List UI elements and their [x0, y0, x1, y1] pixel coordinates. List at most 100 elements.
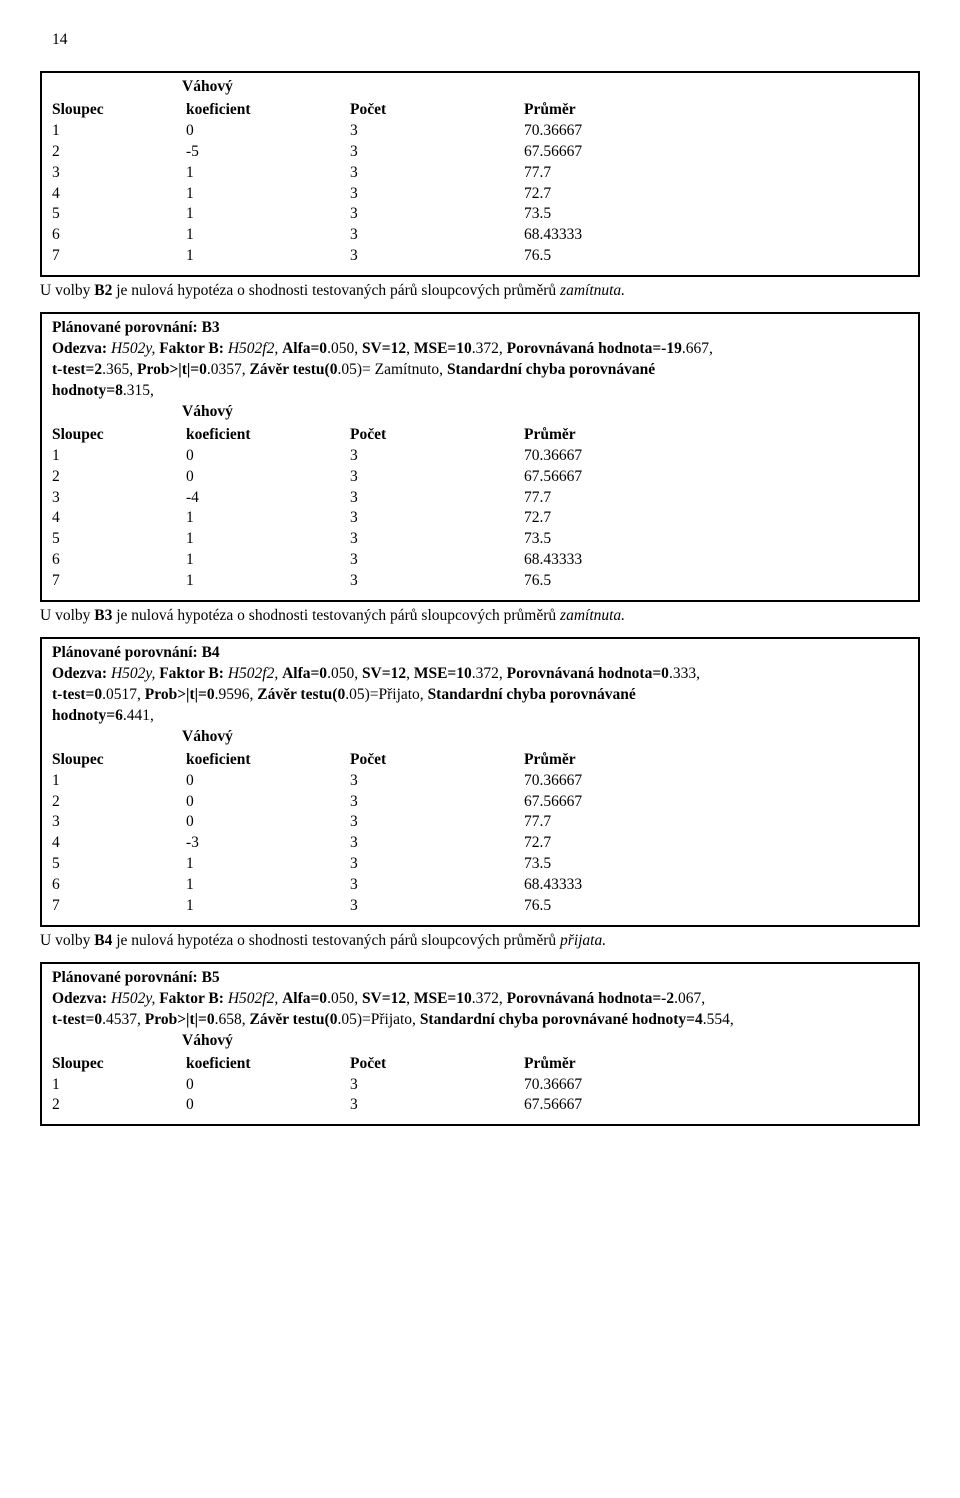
cell: 5: [52, 529, 186, 550]
table-4: Sloupec koeficient Počet Průměr 10370.36…: [52, 750, 586, 917]
cell: 67.56667: [524, 1095, 586, 1116]
cell: 3: [350, 184, 524, 205]
cell: 76.5: [524, 896, 586, 917]
table-row: 71376.5: [52, 571, 586, 592]
table-row: 61368.43333: [52, 875, 586, 896]
cell: 70.36667: [524, 446, 586, 467]
th-koef: koeficient: [186, 750, 350, 771]
cell: 1: [186, 225, 350, 246]
cell: 68.43333: [524, 550, 586, 571]
cell: 0: [186, 1075, 350, 1096]
cell: 1: [186, 246, 350, 267]
cell: 3: [350, 121, 524, 142]
cell: 0: [186, 121, 350, 142]
table-row: 30377.7: [52, 812, 586, 833]
cell: 2: [52, 467, 186, 488]
vahovy-label: Váhový: [52, 402, 908, 423]
cell: 1: [52, 1075, 186, 1096]
cell: 1: [186, 184, 350, 205]
cell: -5: [186, 142, 350, 163]
b4-line4: hodnoty=6.441,: [52, 706, 908, 727]
th-pocet: Počet: [350, 425, 524, 446]
cell: 0: [186, 1095, 350, 1116]
cell: 3: [350, 1075, 524, 1096]
th-sloupec: Sloupec: [52, 750, 186, 771]
table-row: 31377.7: [52, 163, 586, 184]
table-5: Sloupec koeficient Počet Průměr 10370.36…: [52, 1054, 586, 1117]
cell: 1: [186, 550, 350, 571]
cell: 3: [350, 246, 524, 267]
cell: 0: [186, 771, 350, 792]
th-sloupec: Sloupec: [52, 1054, 186, 1075]
b3-line2: Odezva: H502y, Faktor B: H502f2, Alfa=0.…: [52, 339, 908, 360]
table-row: 3-4377.7: [52, 488, 586, 509]
th-koef: koeficient: [186, 425, 350, 446]
table-row: 10370.36667: [52, 446, 586, 467]
cell: 6: [52, 550, 186, 571]
th-prumer: Průměr: [524, 425, 586, 446]
cell: 3: [350, 792, 524, 813]
cell: 1: [186, 508, 350, 529]
cell: 72.7: [524, 184, 586, 205]
table-row: 4-3372.7: [52, 833, 586, 854]
table-row: 51373.5: [52, 204, 586, 225]
th-pocet: Počet: [350, 1054, 524, 1075]
table-row: 61368.43333: [52, 225, 586, 246]
vahovy-label: Váhový: [52, 77, 908, 98]
cell: 2: [52, 142, 186, 163]
cell: 2: [52, 792, 186, 813]
cell: 68.43333: [524, 875, 586, 896]
cell: 0: [186, 792, 350, 813]
cell: 3: [350, 488, 524, 509]
cell: 1: [52, 446, 186, 467]
cell: 3: [350, 896, 524, 917]
cell: 68.43333: [524, 225, 586, 246]
table-row: 41372.7: [52, 184, 586, 205]
cell: 7: [52, 571, 186, 592]
cell: 1: [186, 875, 350, 896]
cell: 5: [52, 204, 186, 225]
cell: 2: [52, 1095, 186, 1116]
cell: 1: [52, 121, 186, 142]
cell: 3: [350, 467, 524, 488]
cell: 1: [186, 896, 350, 917]
cell: 3: [350, 812, 524, 833]
cell: 77.7: [524, 812, 586, 833]
cell: 3: [350, 204, 524, 225]
th-sloupec: Sloupec: [52, 100, 186, 121]
cell: 70.36667: [524, 121, 586, 142]
cell: 73.5: [524, 204, 586, 225]
table-row: 51373.5: [52, 529, 586, 550]
cell: 67.56667: [524, 467, 586, 488]
cell: 77.7: [524, 488, 586, 509]
table-row: 10370.36667: [52, 1075, 586, 1096]
cell: 67.56667: [524, 142, 586, 163]
cell: 1: [52, 771, 186, 792]
conclusion-b3: U volby B3 je nulová hypotéza o shodnost…: [40, 606, 920, 627]
b5-line3: t-test=0.4537, Prob>|t|=0.658, Závěr tes…: [52, 1010, 908, 1031]
table-row: 61368.43333: [52, 550, 586, 571]
cell: 3: [350, 771, 524, 792]
cell: 3: [350, 550, 524, 571]
cell: 3: [350, 508, 524, 529]
cell: 3: [350, 446, 524, 467]
cell: 5: [52, 854, 186, 875]
th-sloupec: Sloupec: [52, 425, 186, 446]
table-row: 20367.56667: [52, 1095, 586, 1116]
b4-line2: Odezva: H502y, Faktor B: H502f2, Alfa=0.…: [52, 664, 908, 685]
cell: 1: [186, 204, 350, 225]
b4-title: Plánované porovnání: B4: [52, 643, 908, 664]
table-row: 51373.5: [52, 854, 586, 875]
th-koef: koeficient: [186, 1054, 350, 1075]
b3-line3: t-test=2.365, Prob>|t|=0.0357, Závěr tes…: [52, 360, 908, 381]
cell: 6: [52, 875, 186, 896]
cell: 3: [52, 812, 186, 833]
cell: 7: [52, 896, 186, 917]
table-row: 20367.56667: [52, 467, 586, 488]
vahovy-label: Váhový: [52, 727, 908, 748]
table-3: Sloupec koeficient Počet Průměr 10370.36…: [52, 425, 586, 592]
cell: -3: [186, 833, 350, 854]
cell: 7: [52, 246, 186, 267]
th-prumer: Průměr: [524, 1054, 586, 1075]
vahovy-label: Váhový: [52, 1031, 908, 1052]
